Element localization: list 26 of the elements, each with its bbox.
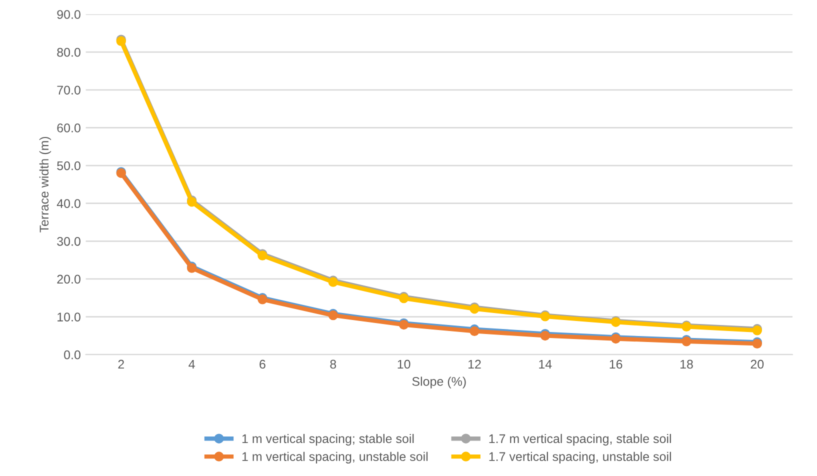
y-tick-label: 30.0: [57, 236, 80, 246]
x-tick-label: 16: [610, 360, 622, 369]
y-tick-label: 40.0: [56, 199, 80, 208]
y-tick-label: 90.0: [57, 10, 80, 19]
y-tick-label: 10.0: [58, 312, 80, 322]
y-axis-title: Terrace width (m): [39, 136, 52, 232]
legend-label: 1 m vertical spacing; stable soil: [242, 434, 414, 446]
legend-label: 1 m vertical spacing, unstable soil: [242, 452, 428, 464]
x-tick-label: 18: [680, 360, 693, 369]
y-tick-label: 20.0: [57, 274, 80, 284]
x-tick-label: 4: [188, 360, 195, 369]
legend-label: 1.7 vertical spacing, unstable soil: [489, 452, 671, 464]
y-tick-label: 60.0: [57, 124, 80, 132]
y-tick-label: 0.0: [64, 350, 80, 360]
x-tick-label: 10: [398, 360, 410, 369]
y-tick-label: 80.0: [57, 48, 80, 57]
x-tick-label: 6: [260, 360, 266, 369]
x-tick-label: 14: [539, 360, 552, 369]
x-tick-label: 2: [118, 360, 124, 369]
legend-label: 1.7 m vertical spacing, stable soil: [489, 434, 671, 446]
x-tick-label: 20: [750, 360, 764, 369]
y-tick-label: 50.0: [57, 161, 80, 170]
y-tick-label: 70.0: [57, 86, 80, 95]
x-tick-label: 12: [468, 360, 481, 369]
x-tick-label: 8: [330, 360, 336, 369]
x-axis-title: Slope (%): [412, 376, 466, 388]
